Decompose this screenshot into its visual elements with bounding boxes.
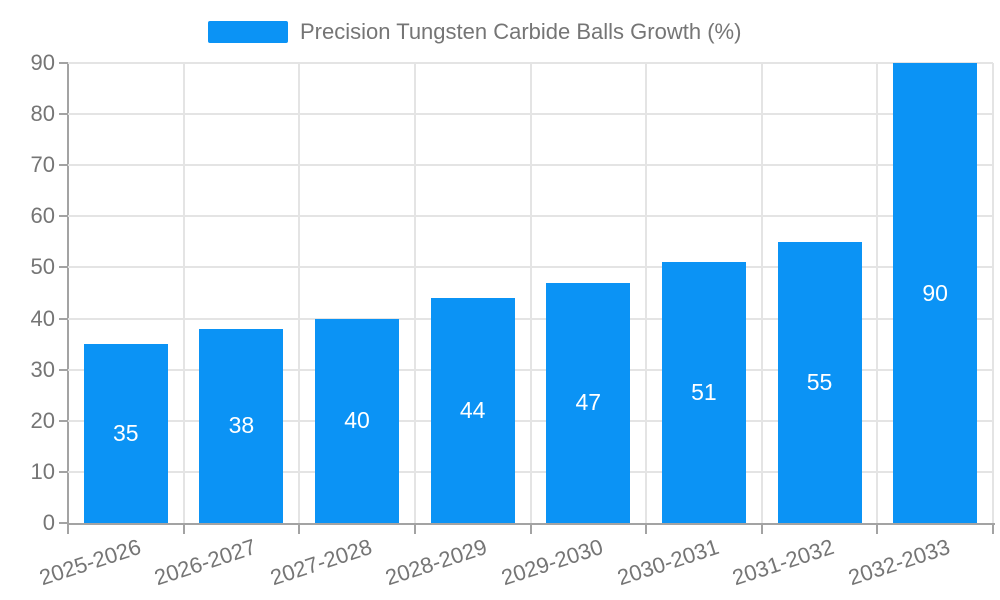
gridline-vertical xyxy=(529,63,532,523)
x-axis-tick xyxy=(67,525,69,534)
x-axis-line xyxy=(67,523,995,525)
x-axis-tick xyxy=(182,525,185,534)
legend[interactable]: Precision Tungsten Carbide Balls Growth … xyxy=(208,20,741,44)
gridline-vertical xyxy=(760,63,763,523)
y-axis-line xyxy=(67,63,69,525)
bar-value-label: 40 xyxy=(344,407,370,434)
x-tick-label: 2030-2031 xyxy=(613,534,722,591)
bar-value-label: 47 xyxy=(575,389,602,416)
bar: 40 xyxy=(315,318,400,523)
y-tick-label: 80 xyxy=(30,101,55,127)
y-axis-tick xyxy=(59,215,68,218)
gridline-vertical xyxy=(992,63,994,523)
x-tick-label: 2025-2026 xyxy=(35,534,144,591)
bar-value-label: 55 xyxy=(806,368,833,395)
bar: 47 xyxy=(546,282,631,523)
bar-value-label: 35 xyxy=(113,420,139,447)
y-tick-label: 60 xyxy=(30,203,55,229)
bar: 44 xyxy=(430,298,515,523)
y-axis-tick xyxy=(59,419,68,422)
x-tick-label: 2028-2029 xyxy=(382,534,491,591)
y-tick-label: 20 xyxy=(30,407,55,433)
gridline-vertical xyxy=(182,63,185,523)
x-axis-tick xyxy=(529,525,532,534)
x-axis-tick xyxy=(992,525,994,534)
x-tick-label: 2027-2028 xyxy=(266,534,375,591)
gridline-vertical xyxy=(645,63,648,523)
bar: 55 xyxy=(777,241,862,523)
bar: 35 xyxy=(83,344,168,523)
y-tick-label: 0 xyxy=(42,510,55,535)
plot-area: 35 38 40 44 47 51 55 90 xyxy=(68,62,994,523)
bar: 51 xyxy=(661,262,746,523)
y-tick-label: 10 xyxy=(30,458,55,484)
bar: 90 xyxy=(893,63,978,523)
x-axis-tick xyxy=(760,525,763,534)
bar-value-label: 44 xyxy=(459,397,486,424)
gridline-vertical xyxy=(413,63,416,523)
gridline-vertical xyxy=(876,63,879,523)
x-axis-tick xyxy=(413,525,416,534)
y-tick-label: 50 xyxy=(30,254,55,280)
legend-swatch xyxy=(208,21,288,43)
x-axis-tick xyxy=(645,525,648,534)
y-axis-tick xyxy=(59,522,68,524)
y-axis-tick xyxy=(59,164,68,167)
bar-value-label: 51 xyxy=(691,379,717,406)
x-tick-label: 2032-2033 xyxy=(845,534,953,591)
y-tick-label: 30 xyxy=(30,356,55,382)
x-tick-label: 2026-2027 xyxy=(151,534,260,591)
legend-label: Precision Tungsten Carbide Balls Growth … xyxy=(300,19,742,44)
x-tick-label: 2029-2030 xyxy=(498,534,607,591)
y-tick-label: 40 xyxy=(30,305,55,331)
y-axis-tick xyxy=(59,62,68,64)
y-axis-tick xyxy=(59,266,68,269)
y-tick-label: 70 xyxy=(30,152,55,178)
y-tick-label: 90 xyxy=(30,50,55,75)
y-axis-tick xyxy=(59,113,68,116)
x-axis-tick xyxy=(876,525,879,534)
y-axis-tick xyxy=(59,368,68,371)
bar-value-label: 38 xyxy=(228,412,255,439)
bar-value-label: 90 xyxy=(922,279,948,306)
gridline-vertical xyxy=(298,63,301,523)
y-axis-tick xyxy=(59,470,68,473)
bar: 38 xyxy=(199,328,284,523)
x-tick-label: 2031-2032 xyxy=(729,534,838,591)
y-axis-tick xyxy=(59,317,68,320)
x-axis-tick xyxy=(298,525,301,534)
